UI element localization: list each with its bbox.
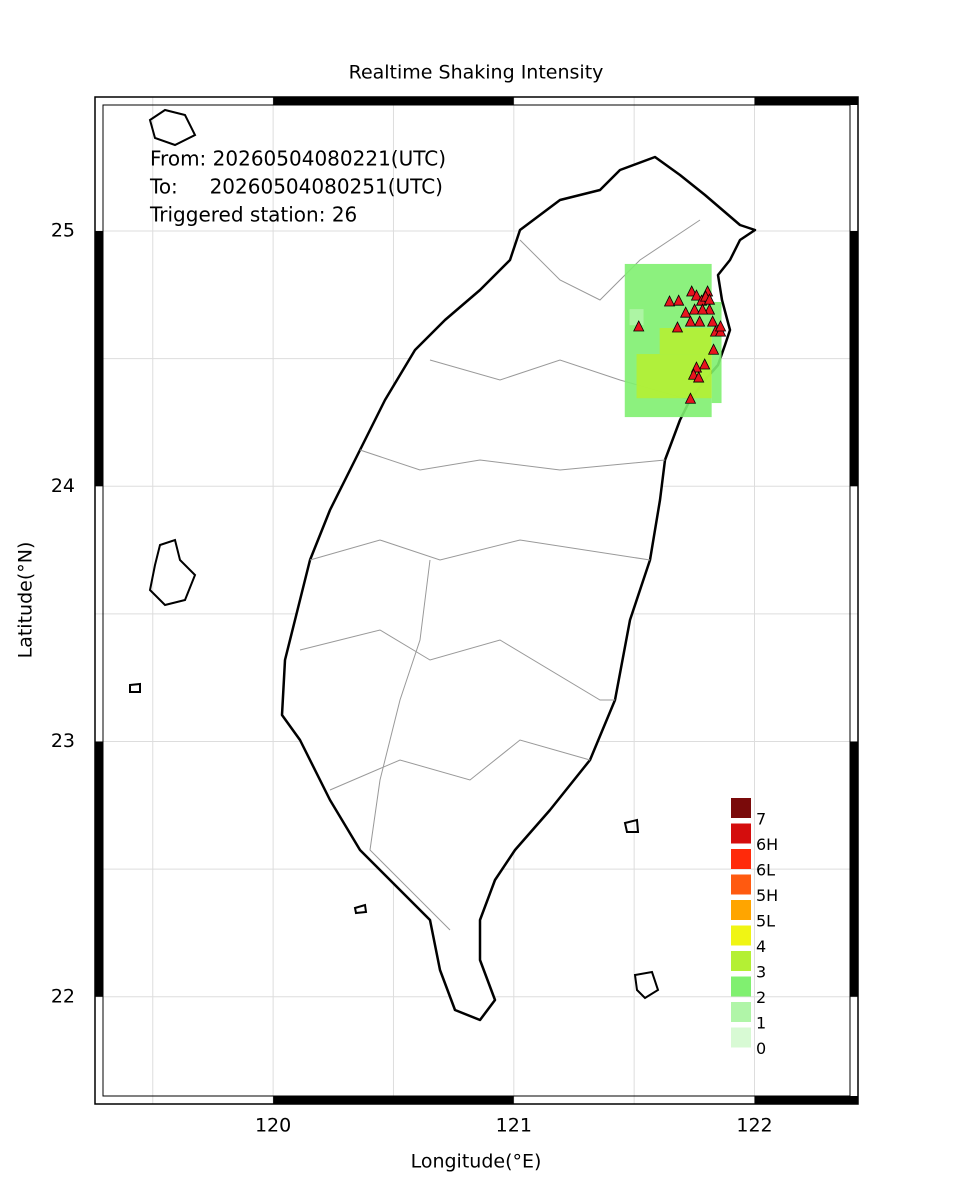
- x-tick-label: 122: [736, 1115, 772, 1137]
- legend-swatch: [731, 951, 751, 971]
- legend-label: 2: [756, 988, 766, 1007]
- islands: [129, 108, 660, 1000]
- legend-label: 1: [756, 1014, 766, 1033]
- frame-band: [273, 97, 514, 105]
- legend-label: 7: [756, 810, 766, 829]
- county-border: [519, 219, 701, 301]
- y-tick-label: 25: [51, 220, 75, 242]
- legend-swatch: [731, 976, 751, 997]
- legend-swatch: [731, 900, 751, 920]
- island: [148, 538, 197, 607]
- legend-swatch: [731, 1002, 751, 1022]
- legend-label: 4: [756, 937, 766, 956]
- station: [671, 321, 684, 333]
- station: [673, 294, 685, 306]
- station: [703, 293, 716, 305]
- island: [353, 903, 368, 915]
- annotation: From: 20260504080221(UTC): [150, 147, 446, 171]
- legend-label: 5H: [756, 886, 778, 905]
- stations: [633, 285, 727, 404]
- annotation: To: 20260504080251(UTC): [149, 175, 443, 199]
- station: [663, 295, 676, 307]
- county-border: [359, 449, 666, 471]
- station: [680, 306, 692, 318]
- frame-band: [754, 1096, 858, 1104]
- legend-swatch: [731, 823, 751, 844]
- legend-swatch: [731, 798, 751, 818]
- legend-swatch: [731, 925, 751, 946]
- station: [693, 315, 706, 327]
- station: [690, 289, 703, 301]
- legend-swatch: [731, 1027, 751, 1048]
- y-tick-label: 23: [51, 730, 75, 752]
- intensity-cells: [624, 263, 722, 418]
- station: [714, 320, 727, 332]
- frame-band: [95, 741, 103, 997]
- station: [707, 343, 720, 355]
- y-tick-label: 22: [51, 985, 75, 1007]
- island: [148, 108, 197, 147]
- frame-band: [850, 741, 858, 997]
- county-border: [309, 539, 651, 561]
- frame-band: [850, 231, 858, 487]
- county-border: [329, 739, 591, 791]
- station: [699, 358, 711, 370]
- intensity-cell: [629, 309, 644, 326]
- frame-band: [95, 231, 103, 487]
- x-axis-label: Longitude(°E): [411, 1151, 542, 1173]
- station: [684, 315, 697, 327]
- legend-swatch: [731, 874, 751, 895]
- x-tick-label: 121: [496, 1115, 532, 1137]
- legend-label: 5L: [756, 912, 775, 931]
- station: [684, 392, 697, 404]
- station: [696, 303, 709, 315]
- legend-swatch: [731, 849, 751, 869]
- frame-band: [273, 1096, 514, 1104]
- intensity-cell: [659, 328, 712, 355]
- annotation: Triggered station: 26: [149, 203, 357, 227]
- legend-label: 6H: [756, 835, 778, 854]
- legend-label: 3: [756, 963, 766, 982]
- y-axis-label: Latitude(°N): [15, 542, 37, 659]
- legend-label: 0: [756, 1039, 766, 1058]
- station: [633, 320, 645, 332]
- island: [633, 970, 660, 1000]
- county-border: [299, 629, 615, 701]
- station: [706, 315, 719, 327]
- map-title: Realtime Shaking Intensity: [349, 62, 604, 84]
- y-tick-label: 24: [51, 475, 75, 497]
- county-border: [369, 559, 451, 931]
- island: [623, 818, 640, 833]
- station: [686, 285, 698, 297]
- island: [129, 682, 141, 693]
- frame-band: [754, 97, 858, 105]
- legend: 7 6H 6L 5H 5L 4 3 2 1 0: [731, 798, 778, 1058]
- station: [688, 303, 701, 315]
- legend-label: 6L: [756, 861, 775, 880]
- x-tick-label: 120: [255, 1115, 291, 1137]
- station: [693, 371, 705, 383]
- station: [703, 303, 716, 315]
